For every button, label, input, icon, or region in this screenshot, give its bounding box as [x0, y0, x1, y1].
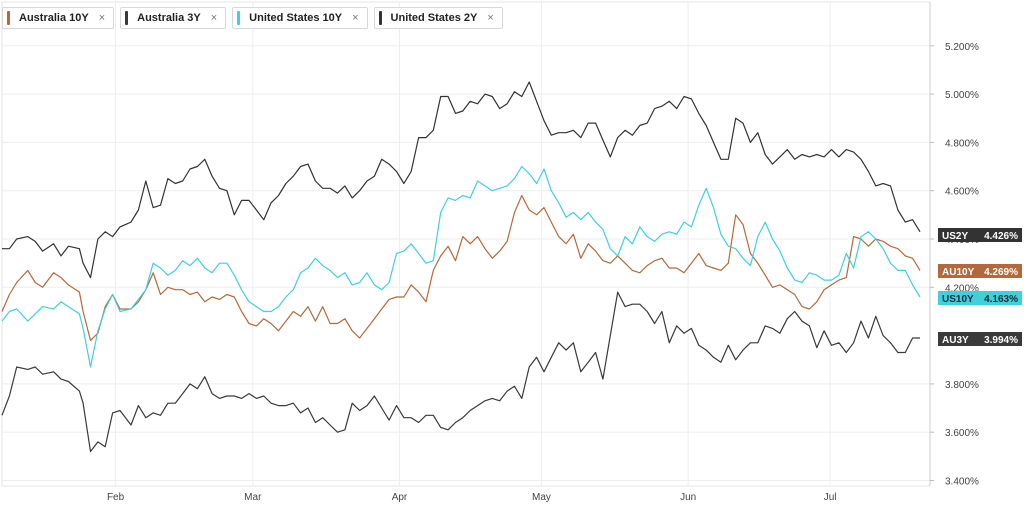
legend-swatch: [237, 11, 241, 25]
series-line-au3y: [1, 291, 920, 453]
series-line-us2y: [2, 81, 921, 279]
y-tick-label: 3.600%: [945, 428, 979, 439]
end-label-name: AU10Y: [942, 267, 975, 278]
x-tick-label: Apr: [392, 492, 408, 503]
y-tick-label: 3.800%: [945, 380, 979, 391]
close-icon[interactable]: ×: [98, 12, 106, 24]
end-label-value: 4.163%: [984, 294, 1018, 305]
legend-label: United States 10Y: [249, 12, 343, 24]
end-label-bg: [938, 332, 1022, 346]
series-line-us10y: [1, 165, 921, 368]
grid-layer: [1, 1, 931, 487]
end-label-us2y: US2Y 4.426%: [938, 228, 1022, 242]
end-label-name: US10Y: [942, 294, 974, 305]
legend-item-australia-3y[interactable]: Australia 3Y ×: [120, 7, 227, 29]
x-tick-label: Jul: [824, 492, 837, 503]
end-label-au10y: AU10Y 4.269%: [938, 264, 1022, 278]
legend-label: Australia 3Y: [137, 12, 201, 24]
close-icon[interactable]: ×: [487, 12, 494, 24]
y-tick-label: 5.000%: [945, 90, 979, 101]
end-label-name: US2Y: [942, 231, 968, 242]
end-label-bg: [938, 264, 1022, 278]
x-tick-label: Jun: [680, 492, 696, 503]
close-icon[interactable]: ×: [352, 12, 359, 24]
legend-item-australia-10y[interactable]: Australia 10Y ×: [2, 7, 115, 29]
series-layer: [1, 81, 921, 453]
legend-item-united-states-2y[interactable]: United States 2Y ×: [373, 7, 503, 29]
x-tick-label: May: [532, 492, 551, 503]
y-tick-label: 3.400%: [945, 477, 979, 488]
close-icon[interactable]: ×: [210, 12, 218, 24]
series-line-au10y: [1, 194, 921, 341]
y-tick-label: 4.800%: [945, 138, 979, 149]
legend-label: Australia 10Y: [19, 12, 89, 24]
axis-layer: 5.200%5.000%4.800%4.600%4.400%4.200%3.80…: [107, 2, 979, 503]
end-labels-layer: US2Y 4.426% AU10Y 4.269% US10Y 4.163% AU3Y 3.99…: [938, 228, 1022, 346]
end-label-value: 3.994%: [984, 335, 1018, 346]
y-tick-label: 4.600%: [945, 187, 979, 198]
legend-swatch: [378, 11, 382, 25]
plot-frame: [1, 1, 931, 487]
end-label-us10y: US10Y 4.163%: [938, 291, 1022, 305]
end-label-value: 4.269%: [984, 267, 1018, 278]
legend-item-united-states-10y[interactable]: United States 10Y ×: [232, 7, 368, 29]
end-label-name: AU3Y: [942, 335, 969, 346]
legend-label: United States 2Y: [390, 12, 478, 24]
end-label-value: 4.426%: [984, 231, 1018, 242]
end-label-bg: [938, 291, 1022, 305]
legend-swatch: [7, 11, 10, 25]
legend-swatch: [125, 11, 129, 25]
x-tick-label: Mar: [244, 492, 262, 503]
x-tick-label: Feb: [107, 492, 125, 503]
y-tick-label: 5.200%: [945, 42, 979, 53]
legend: Australia 10Y × Australia 3Y × United St…: [2, 7, 503, 29]
end-label-au3y: AU3Y 3.994%: [938, 332, 1022, 346]
end-label-bg: [938, 228, 1022, 242]
y-tick-label: 4.200%: [945, 283, 979, 294]
